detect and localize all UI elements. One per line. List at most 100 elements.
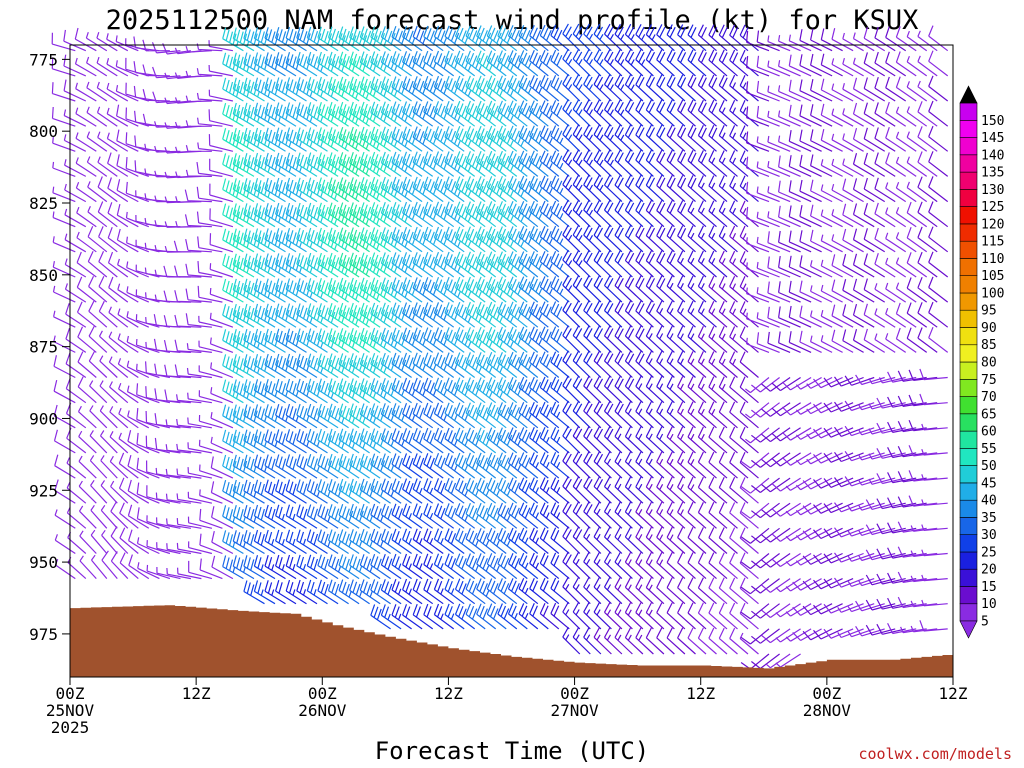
wind-barb: [317, 554, 339, 580]
wind-barb: [572, 476, 591, 504]
wind-barb: [54, 454, 76, 479]
wind-barb: [593, 199, 612, 228]
wind-barb: [176, 542, 202, 555]
wind-barb: [852, 253, 875, 278]
wind-barb: [624, 501, 644, 529]
wind-barb: [761, 427, 791, 443]
wind-barb: [518, 603, 539, 630]
wind-barb: [921, 474, 948, 481]
wind-barb: [624, 74, 644, 102]
wind-barb: [476, 276, 497, 303]
wind-barb: [614, 400, 633, 429]
wind-barb: [444, 276, 465, 303]
wind-barb: [831, 83, 854, 102]
wind-barb: [64, 258, 87, 278]
wind-barb: [539, 75, 560, 102]
wind-barb: [97, 131, 118, 152]
wind-barb: [562, 576, 581, 605]
wind-barb: [562, 124, 581, 152]
wind-barb: [761, 377, 791, 392]
wind-barb: [76, 301, 97, 328]
wind-barb: [518, 326, 539, 353]
wind-barb: [507, 150, 528, 177]
wind-barb: [614, 49, 633, 77]
wind-barb: [831, 234, 854, 253]
wind-barb: [666, 325, 686, 353]
y-tick-label: 950: [29, 553, 58, 572]
wind-barb: [756, 332, 780, 353]
wind-barb: [751, 603, 780, 619]
wind-barb: [539, 401, 560, 429]
wind-barb: [831, 209, 854, 228]
wind-barb: [222, 153, 244, 177]
wind-barb: [718, 175, 738, 203]
wind-barb: [614, 602, 633, 630]
wind-barb: [539, 24, 560, 52]
wind-barb: [154, 437, 181, 454]
wind-barb: [243, 203, 265, 228]
wind-barb: [539, 276, 560, 303]
wind-barb: [550, 250, 570, 278]
wind-barb: [391, 176, 412, 203]
wind-barb: [572, 425, 591, 454]
wind-barb: [465, 377, 486, 404]
wind-barb: [165, 419, 191, 429]
wind-barb: [327, 453, 349, 479]
wind-barb: [166, 567, 192, 580]
wind-barb: [666, 24, 686, 52]
wind-barb: [306, 127, 328, 152]
wind-barb: [906, 252, 928, 278]
wind-barb: [433, 578, 455, 605]
wind-barb: [423, 226, 444, 253]
wind-barb: [645, 250, 665, 278]
wind-barb: [614, 476, 633, 504]
wind-barb: [327, 579, 349, 605]
wind-barb: [275, 353, 297, 379]
wind-barb: [507, 226, 528, 253]
colorbar-over-arrow: [959, 85, 978, 104]
wind-barb: [831, 183, 854, 203]
wind-barb: [831, 254, 854, 278]
wind-barb: [823, 477, 854, 488]
wind-barb: [444, 427, 465, 454]
wind-barb: [666, 200, 686, 228]
wind-barb: [380, 252, 402, 278]
wind-barb: [645, 551, 665, 580]
wind-barb: [99, 430, 118, 454]
wind-barb: [666, 300, 686, 328]
wind-barb: [708, 376, 728, 404]
wind-barb: [593, 526, 612, 554]
wind-barb: [199, 489, 223, 504]
wind-barb: [562, 23, 581, 52]
wind-barb: [795, 552, 822, 566]
wind-barb: [583, 425, 602, 454]
wind-barb: [423, 251, 444, 278]
wind-barb: [656, 451, 675, 479]
wind-barb: [863, 253, 886, 278]
wind-barb: [550, 125, 570, 152]
wind-barb: [444, 151, 465, 177]
wind-barb: [746, 237, 770, 253]
wind-barb: [539, 175, 560, 203]
wind-barb: [338, 353, 360, 378]
wind-barb: [64, 283, 87, 303]
wind-barb: [76, 206, 97, 228]
wind-barb: [529, 452, 549, 479]
wind-barb: [423, 176, 444, 203]
wind-barb: [852, 329, 875, 353]
wind-barb: [656, 200, 675, 228]
wind-barb: [222, 479, 244, 504]
wind-barb: [756, 211, 780, 228]
wind-barb: [718, 502, 738, 529]
wind-barb: [831, 279, 854, 303]
wind-barb: [593, 350, 612, 378]
wind-barb: [97, 176, 118, 203]
wind-barb: [863, 127, 886, 152]
wind-barb: [115, 60, 139, 77]
wind-barb: [96, 81, 118, 102]
wind-barb: [165, 493, 191, 504]
wind-barb: [486, 578, 507, 605]
wind-barb: [349, 328, 370, 353]
wind-barb: [778, 256, 801, 278]
wind-barb: [799, 179, 822, 203]
